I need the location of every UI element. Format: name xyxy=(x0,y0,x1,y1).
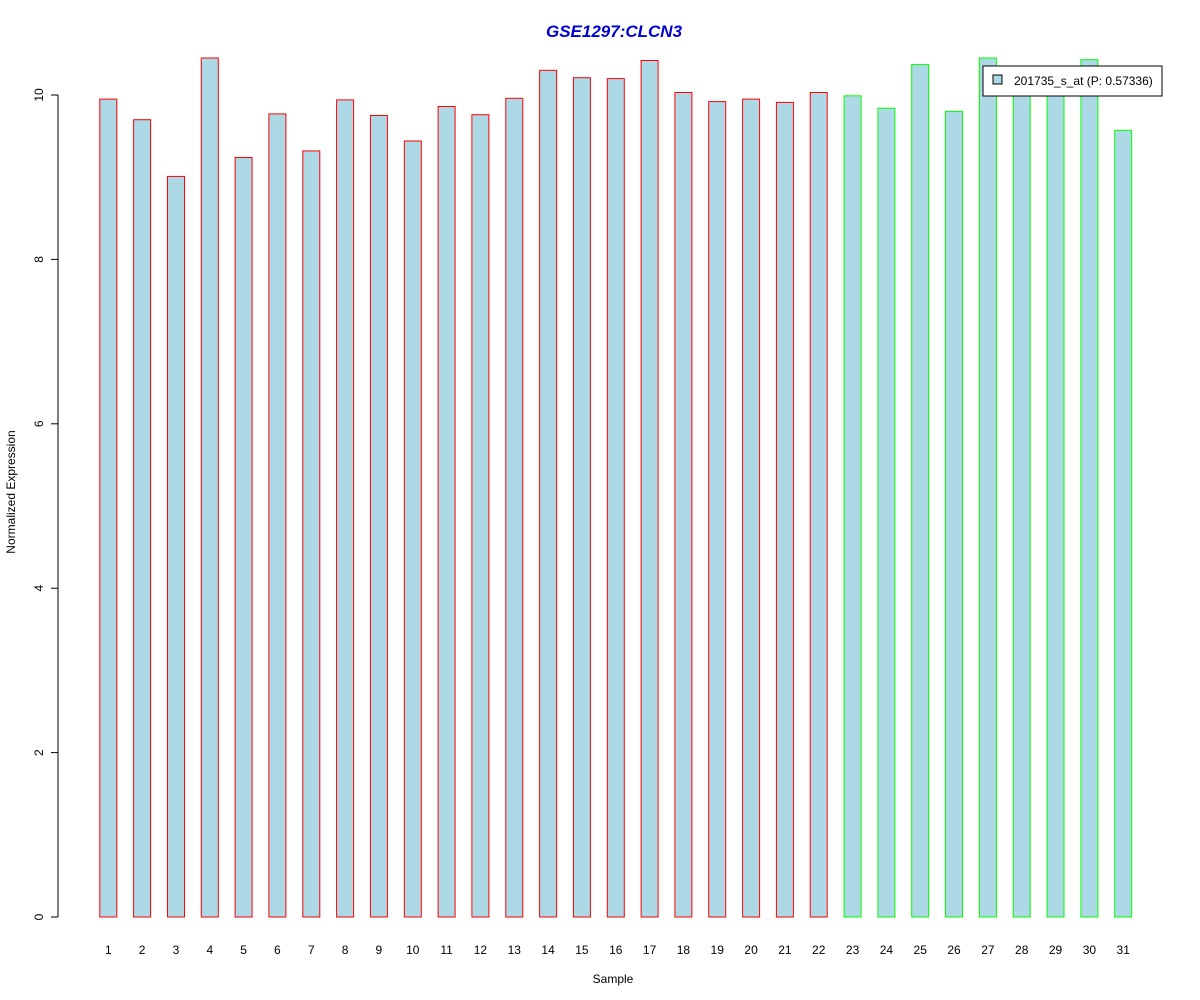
x-tick-label: 21 xyxy=(778,943,792,957)
x-tick-label: 17 xyxy=(643,943,657,957)
legend-label: 201735_s_at (P: 0.57336) xyxy=(1014,74,1153,88)
x-tick-label: 5 xyxy=(240,943,247,957)
legend: 201735_s_at (P: 0.57336) xyxy=(982,65,1163,97)
bar-sample-22 xyxy=(809,92,828,918)
bar-sample-18 xyxy=(674,92,693,918)
bar-sample-31 xyxy=(1114,129,1133,918)
y-axis-label: Normalized Expression xyxy=(4,430,18,553)
x-tick-label: 24 xyxy=(880,943,894,957)
bar-sample-17 xyxy=(640,60,659,918)
x-tick-label: 11 xyxy=(440,943,453,957)
bar-sample-27 xyxy=(978,57,997,918)
x-tick-label: 13 xyxy=(508,943,522,957)
bar-sample-10 xyxy=(403,140,422,918)
x-tick-label: 31 xyxy=(1117,943,1131,957)
x-tick-label: 30 xyxy=(1083,943,1097,957)
y-tick-label: 6 xyxy=(32,420,46,427)
bar-sample-14 xyxy=(539,69,558,918)
x-tick-label: 9 xyxy=(376,943,383,957)
y-axis: 0 2 4 6 8 10 xyxy=(32,88,59,920)
bar-sample-30 xyxy=(1080,59,1099,918)
bar-sample-24 xyxy=(877,107,896,918)
x-tick-label: 28 xyxy=(1015,943,1029,957)
x-tick-label: 7 xyxy=(308,943,315,957)
bar-sample-9 xyxy=(369,115,388,918)
x-tick-label: 2 xyxy=(139,943,146,957)
bar-sample-6 xyxy=(268,113,287,918)
x-tick-label: 12 xyxy=(474,943,488,957)
x-tick-label: 20 xyxy=(744,943,758,957)
x-tick-label: 25 xyxy=(914,943,928,957)
x-tick-label: 14 xyxy=(541,943,555,957)
bar-sample-29 xyxy=(1046,90,1065,918)
x-tick-label: 27 xyxy=(981,943,995,957)
y-tick-label: 2 xyxy=(32,749,46,756)
bar-sample-21 xyxy=(775,101,794,918)
bar-sample-1 xyxy=(99,98,118,918)
x-tick-label: 4 xyxy=(206,943,213,957)
bar-sample-23 xyxy=(843,95,862,918)
bar-sample-12 xyxy=(471,114,490,918)
x-tick-label: 29 xyxy=(1049,943,1063,957)
x-tick-labels: 1 2 3 4 5 6 7 8 9 10 11 12 13 14 15 16 17 18 19 20 21 22 23 24 2… xyxy=(105,943,1130,957)
x-tick-label: 15 xyxy=(575,943,589,957)
legend-swatch xyxy=(992,74,1003,85)
x-tick-label: 19 xyxy=(711,943,725,957)
x-tick-label: 23 xyxy=(846,943,860,957)
x-tick-label: 10 xyxy=(406,943,420,957)
x-tick-label: 1 xyxy=(105,943,112,957)
x-axis-label: Sample xyxy=(593,972,634,986)
chart-title: GSE1297:CLCN3 xyxy=(546,22,683,41)
y-tick-label: 8 xyxy=(32,256,46,263)
x-tick-label: 8 xyxy=(342,943,349,957)
bar-sample-15 xyxy=(572,77,591,918)
x-tick-label: 26 xyxy=(947,943,961,957)
bar-sample-26 xyxy=(945,110,963,918)
bar-sample-8 xyxy=(336,99,355,918)
bar-sample-7 xyxy=(302,150,321,918)
bar-sample-20 xyxy=(742,98,761,918)
x-tick-label: 22 xyxy=(812,943,826,957)
bar-sample-13 xyxy=(505,97,524,918)
bar-sample-4 xyxy=(200,57,219,918)
y-tick-label: 0 xyxy=(32,913,46,920)
x-tick-label: 6 xyxy=(274,943,281,957)
bar-sample-19 xyxy=(708,101,727,918)
bar-sample-25 xyxy=(911,64,930,918)
x-tick-label: 18 xyxy=(677,943,691,957)
bar-sample-5 xyxy=(234,157,253,918)
x-tick-label: 16 xyxy=(609,943,623,957)
bar-sample-28 xyxy=(1012,95,1031,918)
bar-sample-3 xyxy=(167,175,185,918)
bars-group xyxy=(99,57,1133,918)
bar-sample-2 xyxy=(133,119,152,918)
legend-box xyxy=(982,65,1163,97)
x-tick-label: 3 xyxy=(173,943,180,957)
y-tick-label: 4 xyxy=(32,585,46,592)
bar-sample-16 xyxy=(606,78,625,918)
y-tick-label: 10 xyxy=(32,88,46,102)
bar-sample-11 xyxy=(437,106,456,918)
